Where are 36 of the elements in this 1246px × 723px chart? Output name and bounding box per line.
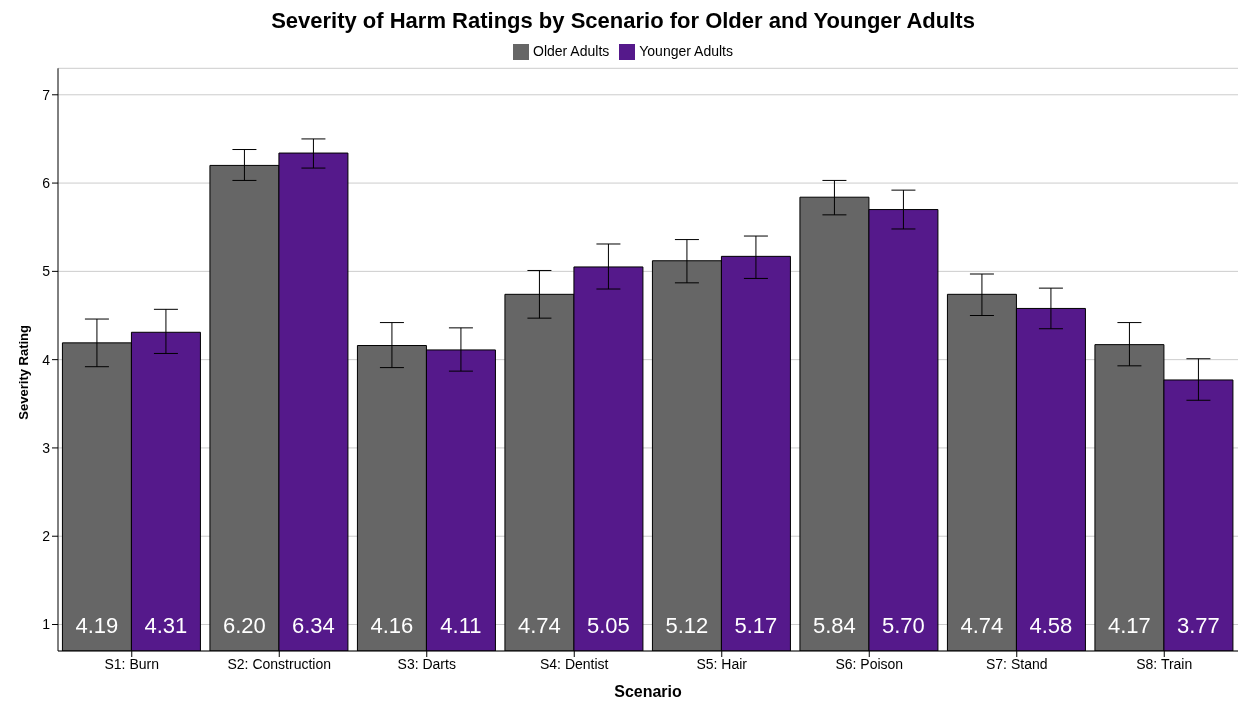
chart-title: Severity of Harm Ratings by Scenario for Older and Younger Adults xyxy=(270,8,976,35)
x-axis-title: Scenario xyxy=(614,683,683,700)
data-label: 6.34 xyxy=(292,613,335,638)
y-tick-label: 2 xyxy=(42,528,51,545)
data-label: 6.20 xyxy=(223,613,266,638)
x-tick-label: S6: Poison xyxy=(835,655,904,672)
data-label: 5.12 xyxy=(665,613,709,638)
y-tick-label: 1 xyxy=(42,616,51,633)
x-tick-label: S2: Construction xyxy=(227,655,331,672)
data-label: 5.05 xyxy=(587,613,630,638)
x-tick-label: S1: Burn xyxy=(104,655,159,672)
data-label: 4.31 xyxy=(144,613,188,638)
y-tick-label: 5 xyxy=(42,263,51,280)
x-tick-label: S7: Stand xyxy=(986,655,1048,672)
x-tick-label: S5: Hair xyxy=(696,655,748,672)
data-label: 4.11 xyxy=(440,613,482,638)
data-label: 4.74 xyxy=(518,613,561,638)
data-label: 4.17 xyxy=(1108,613,1151,638)
data-label: 4.58 xyxy=(1029,613,1073,638)
data-label: 4.19 xyxy=(75,613,119,638)
x-tick-label: S3: Darts xyxy=(397,655,456,672)
data-label: 5.84 xyxy=(813,613,856,638)
y-axis-title: Severity Rating xyxy=(15,324,31,420)
data-label: 3.77 xyxy=(1177,613,1220,638)
legend-label: Older Adults xyxy=(533,43,610,59)
x-tick-label: S4: Dentist xyxy=(540,655,609,672)
data-label: 5.17 xyxy=(734,613,778,638)
x-tick-label: S8: Train xyxy=(1136,655,1193,672)
y-tick-label: 7 xyxy=(42,86,51,103)
y-tick-label: 4 xyxy=(42,351,51,368)
y-tick-label: 3 xyxy=(42,439,51,456)
data-label: 4.74 xyxy=(960,613,1004,638)
data-label: 5.70 xyxy=(882,613,925,638)
y-tick-label: 6 xyxy=(42,175,51,192)
data-label: 4.16 xyxy=(370,613,414,638)
legend-label: Younger Adults xyxy=(639,43,733,59)
